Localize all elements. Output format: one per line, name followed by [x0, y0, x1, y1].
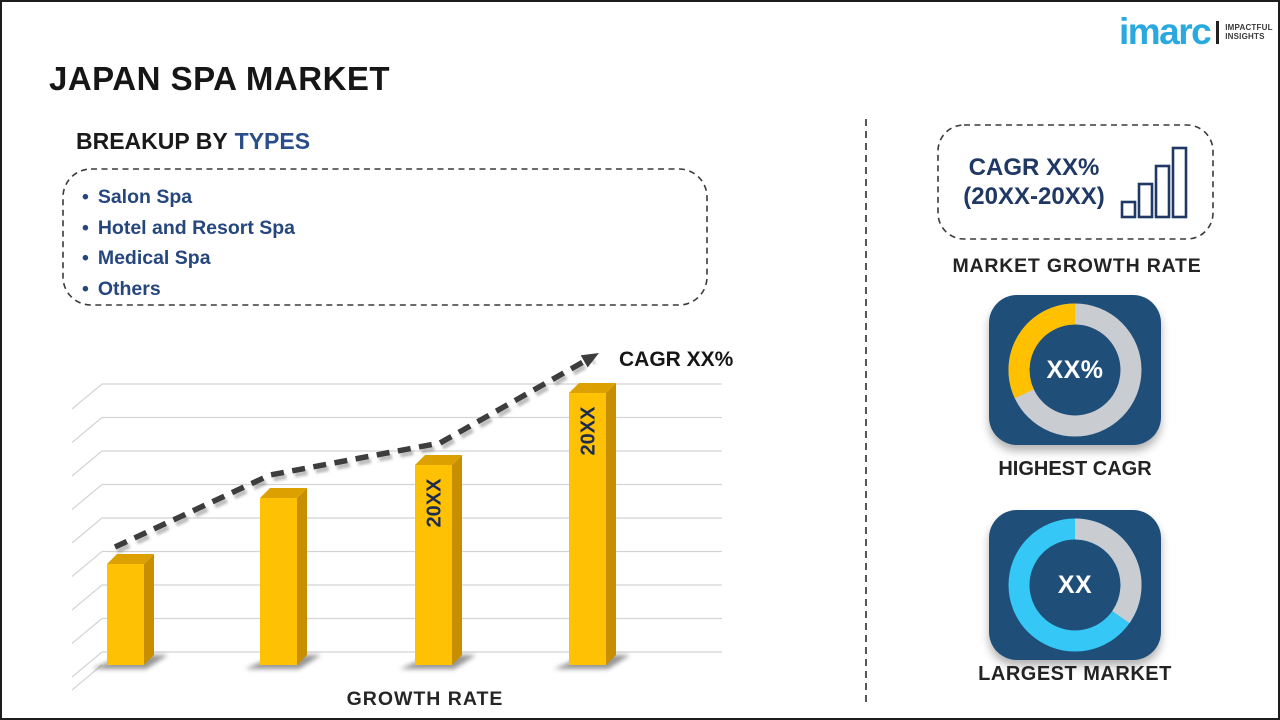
bar-label: 20XX: [578, 406, 600, 456]
gridline-tick: [71, 551, 103, 577]
bar-chart-icon: [1120, 146, 1188, 219]
bar: [260, 498, 297, 665]
list-item: • Medical Spa: [82, 243, 708, 274]
breakup-heading: BREAKUP BY TYPES: [76, 128, 310, 155]
cagr-box: CAGR XX% (20XX-20XX): [937, 124, 1214, 240]
chart-x-axis-label: GROWTH RATE: [347, 688, 504, 710]
market-growth-rate-label: MARKET GROWTH RATE: [952, 255, 1202, 277]
largest-market-value: XX: [1057, 570, 1093, 599]
bar-top-face: [415, 455, 462, 465]
largest-market-label: LARGEST MARKET: [978, 663, 1172, 685]
logo-tagline-line2: INSIGHTS: [1225, 32, 1265, 41]
bar-top-face: [569, 383, 616, 393]
bar-side-face: [297, 488, 307, 665]
bar-top-face: [260, 488, 307, 498]
gridline-tick: [71, 664, 103, 691]
types-box-dashed-border: [62, 168, 708, 306]
cagr-box-dashed-border: [937, 124, 1214, 240]
logo-divider: [1216, 20, 1220, 44]
type-label: Others: [97, 277, 161, 300]
cagr-line1: CAGR XX%: [968, 154, 1100, 181]
largest-market-donut: [1008, 518, 1142, 652]
types-list: • Salon Spa • Hotel and Resort Spa • Medica…: [62, 168, 708, 304]
gridline-tick: [71, 618, 103, 644]
bar-top-face: [107, 554, 154, 564]
list-item: • Others: [82, 274, 708, 305]
largest-market-donut-arc: [1074, 518, 1142, 624]
logo-tagline: IMPACTFUL INSIGHTS: [1225, 23, 1272, 42]
bar-label: 20XX: [424, 478, 446, 528]
type-label: Medical Spa: [97, 247, 211, 269]
cagr-line2: (20XX-20XX): [963, 183, 1105, 210]
highest-cagr-donut-arc: [1008, 303, 1076, 399]
types-box: • Salon Spa • Hotel and Resort Spa • Medica…: [62, 168, 708, 306]
logo-tagline-line1: IMPACTFUL: [1225, 22, 1273, 32]
gridline-tick: [71, 450, 103, 477]
gridline-tick: [71, 417, 103, 443]
breakup-heading-highlight: TYPES: [234, 128, 311, 154]
highest-cagr-label: HIGHEST CAGR: [998, 458, 1152, 480]
trend-dashed-arrow: [113, 353, 599, 550]
bar: [415, 465, 452, 665]
gridline-tick: [71, 651, 103, 678]
trend-line-shadow: [116, 358, 596, 554]
page-title: JAPAN SPA MARKET: [49, 60, 391, 97]
breakup-heading-prefix: BREAKUP BY: [76, 128, 228, 154]
highest-cagr-card: XX%: [989, 295, 1161, 445]
bar-side-face: [452, 455, 462, 665]
chart-bars: 20XX 20XX: [107, 383, 616, 665]
chart-gridlines: [71, 383, 722, 691]
cagr-value-text: CAGR XX% (20XX-20XX): [963, 153, 1104, 211]
bullet-icon: •: [82, 216, 89, 239]
bar-shadows: [92, 655, 630, 669]
gridline-tick: [71, 383, 103, 410]
section-divider: [865, 119, 867, 702]
list-item: • Hotel and Resort Spa: [82, 213, 708, 244]
highest-cagr-value: XX%: [1046, 355, 1104, 384]
type-label: Salon Spa: [97, 186, 193, 208]
bullet-icon: •: [82, 247, 89, 269]
cagr-box-content: CAGR XX% (20XX-20XX): [937, 124, 1214, 240]
bullet-icon: •: [82, 186, 89, 208]
gridline-tick: [71, 517, 103, 544]
imarc-logo-wordmark: imarc: [1119, 11, 1212, 52]
chart-cagr-label: CAGR XX%: [619, 348, 734, 371]
bar-side-face: [606, 383, 616, 665]
growth-rate-bar-chart: 20XX 20XX CAGR XX% GROWTH RATE: [71, 348, 734, 710]
bar: [107, 564, 144, 665]
type-label: Hotel and Resort Spa: [97, 216, 296, 239]
highest-cagr-donut: [1008, 303, 1142, 437]
imarc-logo: imarc IMPACTFUL INSIGHTS: [1119, 11, 1273, 52]
bar: [569, 393, 606, 665]
bullet-icon: •: [82, 277, 89, 300]
largest-market-card: XX: [989, 510, 1161, 660]
list-item: • Salon Spa: [82, 182, 708, 213]
gridline-tick: [71, 584, 103, 611]
gridline-tick: [71, 484, 103, 510]
bar-side-face: [144, 554, 154, 665]
